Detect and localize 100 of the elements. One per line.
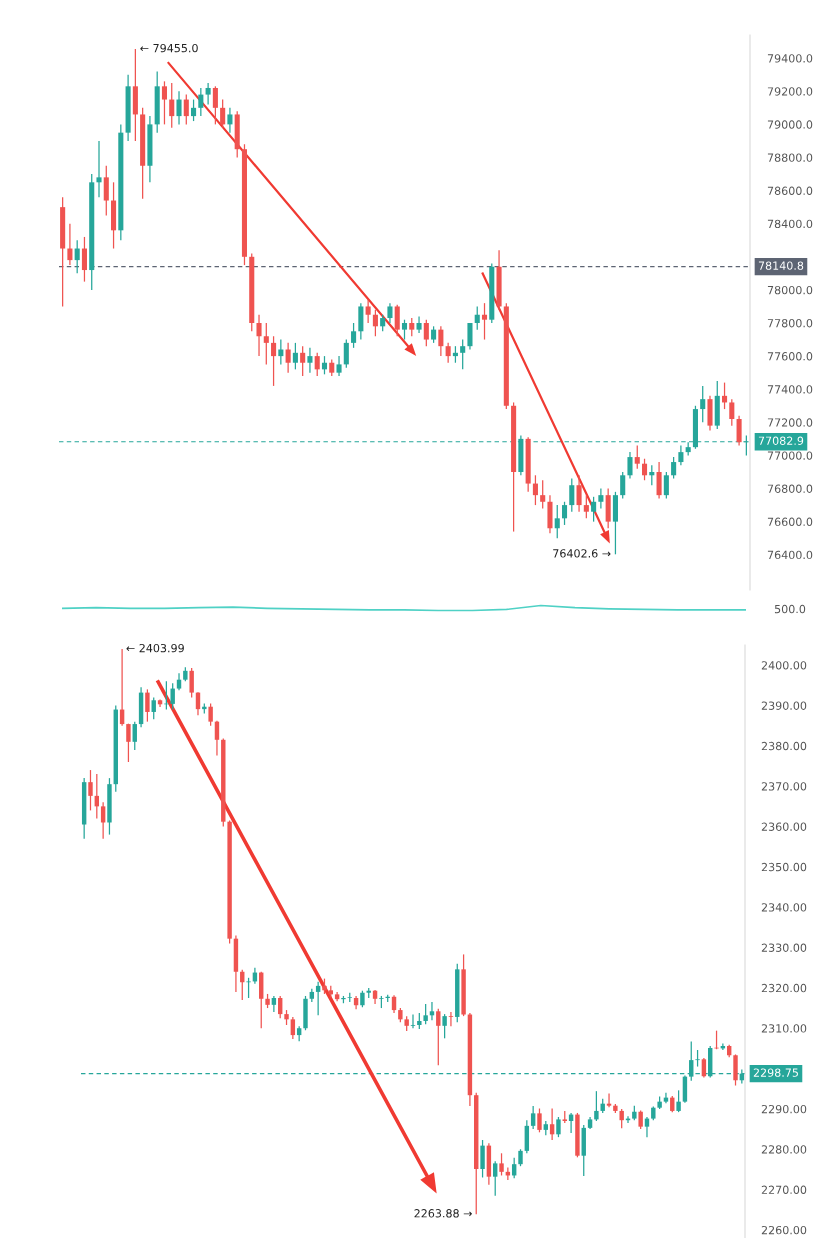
candlestick <box>619 1108 624 1129</box>
candlestick <box>416 315 422 334</box>
candlestick <box>183 93 189 126</box>
candlestick <box>598 487 604 510</box>
candlestick <box>307 347 313 374</box>
y-tick-label: 2260.00 <box>761 1225 807 1235</box>
candlestick <box>271 335 277 387</box>
candlestick <box>448 1011 454 1027</box>
candlestick <box>191 98 197 122</box>
candlestick <box>256 314 262 357</box>
candlestick <box>365 299 371 324</box>
candlestick <box>103 165 109 217</box>
y-tick-label: 2330.00 <box>761 943 807 952</box>
candlestick <box>401 319 408 341</box>
candlestick <box>493 1160 498 1197</box>
candlestick <box>208 702 213 727</box>
candlestick <box>671 456 677 480</box>
y-tick-label: 78000.0 <box>767 285 813 295</box>
candlestick <box>161 80 168 126</box>
candlestick <box>126 723 131 763</box>
candlestick <box>423 1003 428 1025</box>
annotation: ← 79455.0 <box>140 43 198 53</box>
y-tick-label: 77800.0 <box>767 318 813 328</box>
y-tick-label: 2370.00 <box>761 782 807 791</box>
y-tick-label: 2380.00 <box>761 741 807 751</box>
candlestick <box>169 82 175 129</box>
ref-line-label: 78140.8 <box>758 261 804 270</box>
candlestick <box>445 342 451 364</box>
y-tick-label: 76600.0 <box>767 517 813 527</box>
y-tick-label: 2290.00 <box>761 1104 807 1114</box>
y-tick-label: 77200.0 <box>767 418 813 427</box>
y-tick-label: 77400.0 <box>767 385 813 394</box>
candlestick <box>145 688 150 723</box>
candlestick <box>409 317 415 337</box>
y-tick-label: 2390.00 <box>761 701 807 710</box>
candlestick <box>277 995 283 1019</box>
candlestick <box>372 309 378 337</box>
candlestick <box>423 319 429 347</box>
candlestick <box>436 1008 441 1066</box>
y-tick-label: 2350.00 <box>761 862 807 872</box>
candlestick <box>467 322 473 351</box>
text: 500.0 <box>774 604 806 614</box>
candlestick <box>678 444 684 466</box>
candlestick <box>351 322 357 349</box>
candlestick <box>627 451 633 480</box>
candlestick <box>569 477 575 513</box>
candlestick <box>537 1107 542 1133</box>
y-tick-label: 78600.0 <box>767 186 813 195</box>
candlestick <box>620 471 626 500</box>
candlestick <box>532 474 538 506</box>
candlestick <box>227 107 233 134</box>
candlestick <box>474 305 480 331</box>
candlestick <box>410 1013 416 1029</box>
candlestick <box>290 1016 296 1040</box>
candlestick <box>67 223 73 266</box>
candlestick <box>81 236 87 283</box>
ref-line-label: 2298.75 <box>753 1068 798 1077</box>
y-tick-label: 2280.00 <box>761 1145 807 1154</box>
candlestick <box>394 304 400 337</box>
annotation: 2263.88 → <box>414 1209 472 1218</box>
candlestick <box>263 322 269 366</box>
y-tick-label: 79400.0 <box>767 54 813 63</box>
y-tick-label: 76400.0 <box>767 550 813 560</box>
annotation: ← 2403.99 <box>126 643 184 653</box>
candlestick <box>151 696 156 720</box>
candlestick <box>170 682 175 711</box>
y-tick-label: 2270.00 <box>761 1185 807 1194</box>
y-tick-label: 77600.0 <box>767 352 813 361</box>
candlestick <box>214 720 220 757</box>
candlestick <box>387 302 393 324</box>
candlestick <box>336 355 342 377</box>
candlestick <box>561 501 568 526</box>
y-tick-label: 2400.00 <box>761 661 807 670</box>
candlestick <box>271 995 277 1013</box>
candlestick <box>554 504 560 539</box>
candlestick <box>220 98 226 129</box>
y-tick-label: 2360.00 <box>761 822 807 831</box>
candlestick <box>292 342 298 370</box>
candlestick <box>663 471 669 500</box>
candlestick <box>530 1105 536 1130</box>
candlestick <box>736 415 742 447</box>
candlestick <box>556 1116 561 1138</box>
candlestick <box>246 977 251 999</box>
candlestick <box>634 444 640 470</box>
candlestick <box>576 474 582 513</box>
y-tick-label: 79000.0 <box>767 120 813 129</box>
candlestick <box>314 352 320 377</box>
candlestick <box>638 1109 643 1130</box>
y-tick-label: 2320.00 <box>761 983 807 993</box>
candlestick <box>212 85 218 126</box>
candlestick <box>285 342 291 374</box>
candlestick <box>480 1139 485 1179</box>
annotation: 76402.6 → <box>553 549 611 558</box>
candlestick <box>656 461 662 500</box>
candlestick <box>96 140 102 198</box>
candlestick <box>438 325 444 357</box>
candlestick <box>198 87 204 117</box>
candlestick <box>641 458 648 481</box>
candlestick <box>499 1152 504 1177</box>
candlestick <box>132 721 137 751</box>
